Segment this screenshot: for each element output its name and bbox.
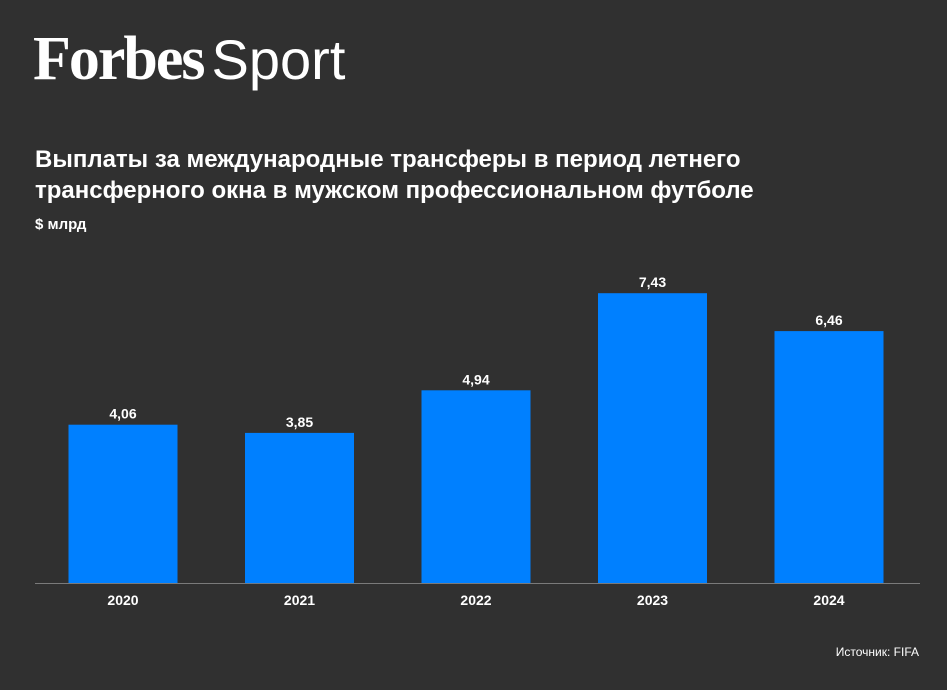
brand-name: Forbes [33, 25, 206, 93]
chart-unit-label: $ млрд [35, 216, 87, 233]
source-note: Источник: FIFA [835, 645, 919, 659]
data-label-2020: 4,06 [109, 406, 136, 422]
x-tick-label-2021: 2021 [284, 592, 315, 608]
bar-2022 [421, 390, 531, 583]
brand-section: Sport [211, 28, 346, 91]
bar-2023 [598, 293, 707, 583]
bar-2021 [245, 432, 354, 584]
data-label-2023: 7,43 [639, 274, 666, 290]
brand-logo: Forbes Sport [33, 24, 345, 94]
x-tick-label-2022: 2022 [460, 592, 491, 608]
data-label-2024: 6,46 [815, 312, 842, 328]
chart-title: Выплаты за международные трансферы в пер… [35, 146, 754, 204]
bar-2024 [774, 331, 884, 583]
bar-2020 [68, 424, 178, 583]
data-label-2022: 4,94 [462, 371, 489, 387]
x-tick-label-2023: 2023 [637, 592, 668, 608]
data-label-2021: 3,85 [286, 414, 313, 430]
x-tick-label-2020: 2020 [107, 592, 138, 608]
x-tick-label-2024: 2024 [813, 592, 844, 608]
